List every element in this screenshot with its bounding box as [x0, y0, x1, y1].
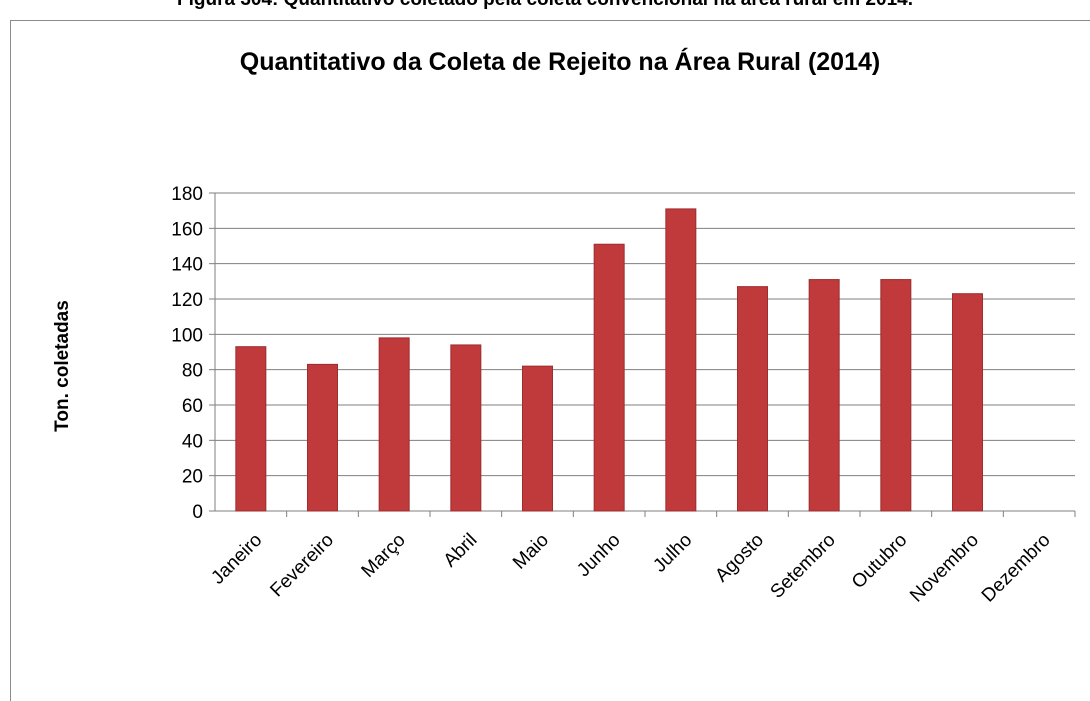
bar: [952, 293, 983, 512]
x-tick-label: Outubro: [848, 530, 911, 593]
y-tick-label: 20: [182, 467, 203, 488]
x-tick-label: Dezembro: [978, 530, 1055, 607]
bar: [880, 279, 912, 512]
x-tick-label: Março: [358, 530, 410, 582]
bar: [450, 344, 482, 512]
bar: [378, 337, 410, 512]
x-tick-label: Julho: [649, 530, 696, 577]
x-tick-label: Junho: [573, 530, 624, 581]
bar: [665, 208, 697, 512]
y-tick-label: 140: [171, 255, 203, 276]
bar: [808, 279, 840, 512]
y-tick-label: 40: [182, 431, 203, 452]
y-tick-label: 60: [182, 396, 203, 417]
figure-caption: Figura 304: Quantitativo coletado pela c…: [177, 0, 913, 10]
x-tick-label: Setembro: [767, 530, 840, 603]
y-tick-label: 100: [171, 325, 203, 346]
y-tick-label: 180: [171, 184, 203, 205]
y-tick-label: 120: [171, 290, 203, 311]
y-tick-label: 80: [182, 361, 203, 382]
y-tick-label: 160: [171, 219, 203, 240]
chart-title: Quantitativo da Coleta de Rejeito na Áre…: [240, 47, 880, 76]
x-tick-label: Maio: [509, 530, 553, 574]
x-tick-label: Novembro: [906, 530, 983, 607]
x-tick-label: Janeiro: [207, 530, 266, 589]
bar: [593, 243, 625, 512]
y-tick-label: 0: [192, 502, 203, 523]
x-tick-label: Abril: [440, 530, 482, 572]
bar: [235, 346, 267, 512]
x-tick-label: Agosto: [711, 530, 768, 587]
y-axis-label: Ton. coletadas: [52, 300, 73, 432]
bar: [307, 363, 338, 512]
x-tick-label: Fevereiro: [266, 530, 338, 602]
chart-border: [10, 20, 1090, 701]
bar: [522, 365, 553, 512]
bar: [737, 286, 768, 512]
